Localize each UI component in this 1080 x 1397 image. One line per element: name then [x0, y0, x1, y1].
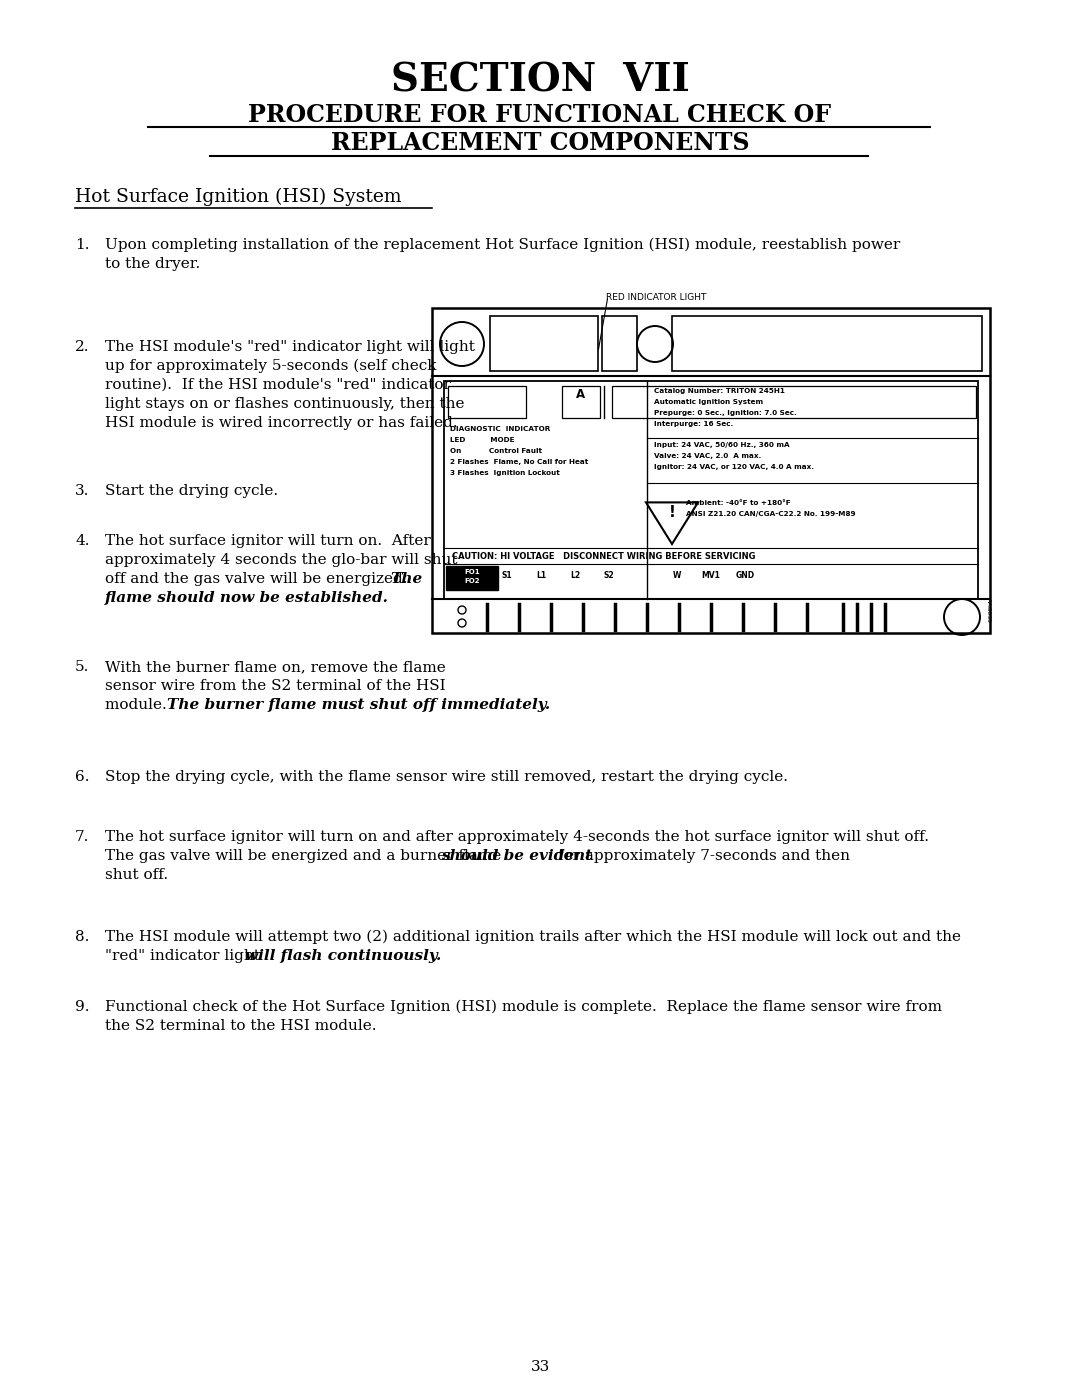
- Text: The HSI module will attempt two (2) additional ignition trails after which the H: The HSI module will attempt two (2) addi…: [105, 930, 961, 944]
- Text: !: !: [669, 504, 675, 520]
- Text: L1: L1: [536, 571, 546, 580]
- Text: for approximately 7-seconds and then: for approximately 7-seconds and then: [553, 849, 850, 863]
- Text: 2 Flashes  Flame, No Call for Heat: 2 Flashes Flame, No Call for Heat: [450, 460, 589, 465]
- Text: 5.: 5.: [75, 659, 90, 673]
- Text: to the dryer.: to the dryer.: [105, 257, 200, 271]
- Bar: [602, 316, 637, 372]
- Bar: [432, 307, 990, 633]
- Text: 3 Flashes  Ignition Lockout: 3 Flashes Ignition Lockout: [450, 469, 559, 476]
- Text: Ambient: -40°F to +180°F: Ambient: -40°F to +180°F: [686, 500, 791, 506]
- Text: L2: L2: [570, 571, 580, 580]
- Text: PROCEDURE FOR FUNCTIONAL CHECK OF: PROCEDURE FOR FUNCTIONAL CHECK OF: [248, 103, 832, 127]
- Text: Upon completing installation of the replacement Hot Surface Ignition (HSI) modul: Upon completing installation of the repl…: [105, 237, 901, 253]
- Text: FO1: FO1: [464, 569, 480, 576]
- Text: Start the drying cycle.: Start the drying cycle.: [105, 483, 279, 497]
- Text: "red" indicator light: "red" indicator light: [105, 949, 265, 963]
- Text: Prepurge: 0 Sec., Ignition: 7.0 Sec.: Prepurge: 0 Sec., Ignition: 7.0 Sec.: [654, 409, 797, 416]
- Text: With the burner flame on, remove the flame: With the burner flame on, remove the fla…: [105, 659, 446, 673]
- Text: module.: module.: [105, 698, 176, 712]
- Text: SECTION  VII: SECTION VII: [391, 61, 689, 101]
- Text: Stop the drying cycle, with the flame sensor wire still removed, restart the dry: Stop the drying cycle, with the flame se…: [105, 770, 788, 784]
- Text: 2.: 2.: [75, 339, 90, 353]
- Text: HSI module is wired incorrectly or has failed.: HSI module is wired incorrectly or has f…: [105, 416, 458, 430]
- Text: sensor wire from the S2 terminal of the HSI: sensor wire from the S2 terminal of the …: [105, 679, 446, 693]
- Text: shut off.: shut off.: [105, 868, 168, 882]
- Text: GND: GND: [735, 571, 755, 580]
- Text: CAUTION: HI VOLTAGE   DISCONNECT WIRING BEFORE SERVICING: CAUTION: HI VOLTAGE DISCONNECT WIRING BE…: [453, 552, 756, 562]
- Text: Hot Surface Ignition (HSI) System: Hot Surface Ignition (HSI) System: [75, 189, 402, 207]
- Text: up for approximately 5-seconds (self check: up for approximately 5-seconds (self che…: [105, 359, 436, 373]
- Text: REPLACEMENT COMPONENTS: REPLACEMENT COMPONENTS: [330, 131, 750, 155]
- Text: 7.: 7.: [75, 830, 90, 844]
- Text: LED          MODE: LED MODE: [450, 437, 514, 443]
- Text: DIAGNOSTIC  INDICATOR: DIAGNOSTIC INDICATOR: [450, 426, 550, 432]
- Text: the S2 terminal to the HSI module.: the S2 terminal to the HSI module.: [105, 1018, 377, 1032]
- Text: Functional check of the Hot Surface Ignition (HSI) module is complete.  Replace : Functional check of the Hot Surface Igni…: [105, 1000, 942, 1014]
- Bar: [672, 316, 982, 372]
- Bar: [562, 386, 600, 418]
- Text: The hot surface ignitor will turn on and after approximately 4-seconds the hot s: The hot surface ignitor will turn on and…: [105, 830, 929, 844]
- Text: should be evident: should be evident: [441, 849, 592, 863]
- Text: 4.: 4.: [75, 534, 90, 548]
- Bar: [446, 566, 498, 590]
- Text: routine).  If the HSI module's "red" indicator: routine). If the HSI module's "red" indi…: [105, 379, 450, 393]
- Text: Catalog Number: TRITON 245H1: Catalog Number: TRITON 245H1: [654, 388, 785, 394]
- Text: On           Control Fault: On Control Fault: [450, 448, 542, 454]
- Text: Input: 24 VAC, 50/60 Hz., 360 mA: Input: 24 VAC, 50/60 Hz., 360 mA: [654, 441, 789, 448]
- Text: S2: S2: [604, 571, 615, 580]
- Text: 8.: 8.: [75, 930, 90, 944]
- Text: Valve: 24 VAC, 2.0  A max.: Valve: 24 VAC, 2.0 A max.: [654, 453, 761, 460]
- Text: The hot surface ignitor will turn on.  After: The hot surface ignitor will turn on. Af…: [105, 534, 431, 548]
- Text: ANSI Z21.20 CAN/CGA-C22.2 No. 199-M89: ANSI Z21.20 CAN/CGA-C22.2 No. 199-M89: [686, 511, 855, 517]
- Text: A: A: [577, 388, 585, 401]
- Text: light stays on or flashes continuously, then the: light stays on or flashes continuously, …: [105, 397, 464, 411]
- Text: W: W: [673, 571, 681, 580]
- Text: 3.: 3.: [75, 483, 90, 497]
- Text: flame should now be established.: flame should now be established.: [105, 591, 389, 605]
- Text: 9.: 9.: [75, 1000, 90, 1014]
- Text: RED INDICATOR LIGHT: RED INDICATOR LIGHT: [606, 293, 706, 302]
- Text: 33: 33: [530, 1361, 550, 1375]
- Text: 1.: 1.: [75, 237, 90, 251]
- Text: Interpurge: 16 Sec.: Interpurge: 16 Sec.: [654, 420, 733, 427]
- Text: The HSI module's "red" indicator light will light: The HSI module's "red" indicator light w…: [105, 339, 475, 353]
- Bar: [444, 381, 978, 599]
- Text: Automatic Ignition System: Automatic Ignition System: [654, 400, 764, 405]
- Text: MV1: MV1: [702, 571, 720, 580]
- Bar: [612, 386, 976, 418]
- Text: The burner flame must shut off immediately.: The burner flame must shut off immediate…: [167, 698, 550, 712]
- Text: 6.: 6.: [75, 770, 90, 784]
- Bar: [490, 316, 598, 372]
- Text: will flash continuously.: will flash continuously.: [245, 949, 442, 963]
- Bar: [448, 386, 526, 418]
- Text: FO2: FO2: [464, 578, 480, 584]
- Text: AAG0S5: AAG0S5: [986, 598, 991, 623]
- Text: S1: S1: [502, 571, 512, 580]
- Text: The: The: [390, 571, 422, 585]
- Text: Ignitor: 24 VAC, or 120 VAC, 4.0 A max.: Ignitor: 24 VAC, or 120 VAC, 4.0 A max.: [654, 464, 814, 469]
- Text: off and the gas valve will be energized.: off and the gas valve will be energized.: [105, 571, 417, 585]
- Text: approximately 4 seconds the glo-bar will shut: approximately 4 seconds the glo-bar will…: [105, 553, 458, 567]
- Text: The gas valve will be energized and a burner flame: The gas valve will be energized and a bu…: [105, 849, 507, 863]
